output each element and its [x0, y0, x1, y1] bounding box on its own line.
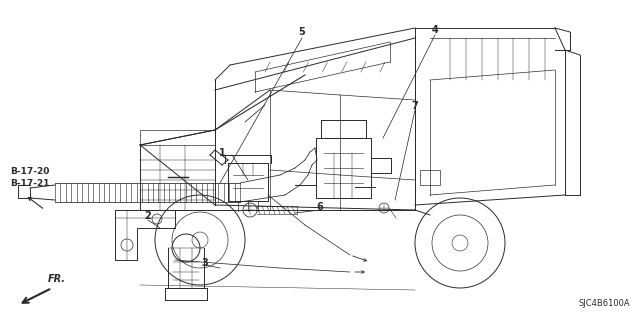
- Text: B-17-21: B-17-21: [10, 179, 49, 188]
- Text: 6: 6: [317, 202, 323, 212]
- Text: FR.: FR.: [48, 274, 66, 284]
- Text: 7: 7: [412, 101, 419, 111]
- Text: SJC4B6100A: SJC4B6100A: [579, 299, 630, 308]
- Text: 5: 5: [299, 27, 305, 37]
- Text: 4: 4: [431, 25, 438, 35]
- Text: 2: 2: [145, 211, 152, 221]
- Text: 3: 3: [202, 258, 209, 268]
- Text: 1: 1: [219, 148, 225, 158]
- Text: B-17-20: B-17-20: [10, 167, 49, 176]
